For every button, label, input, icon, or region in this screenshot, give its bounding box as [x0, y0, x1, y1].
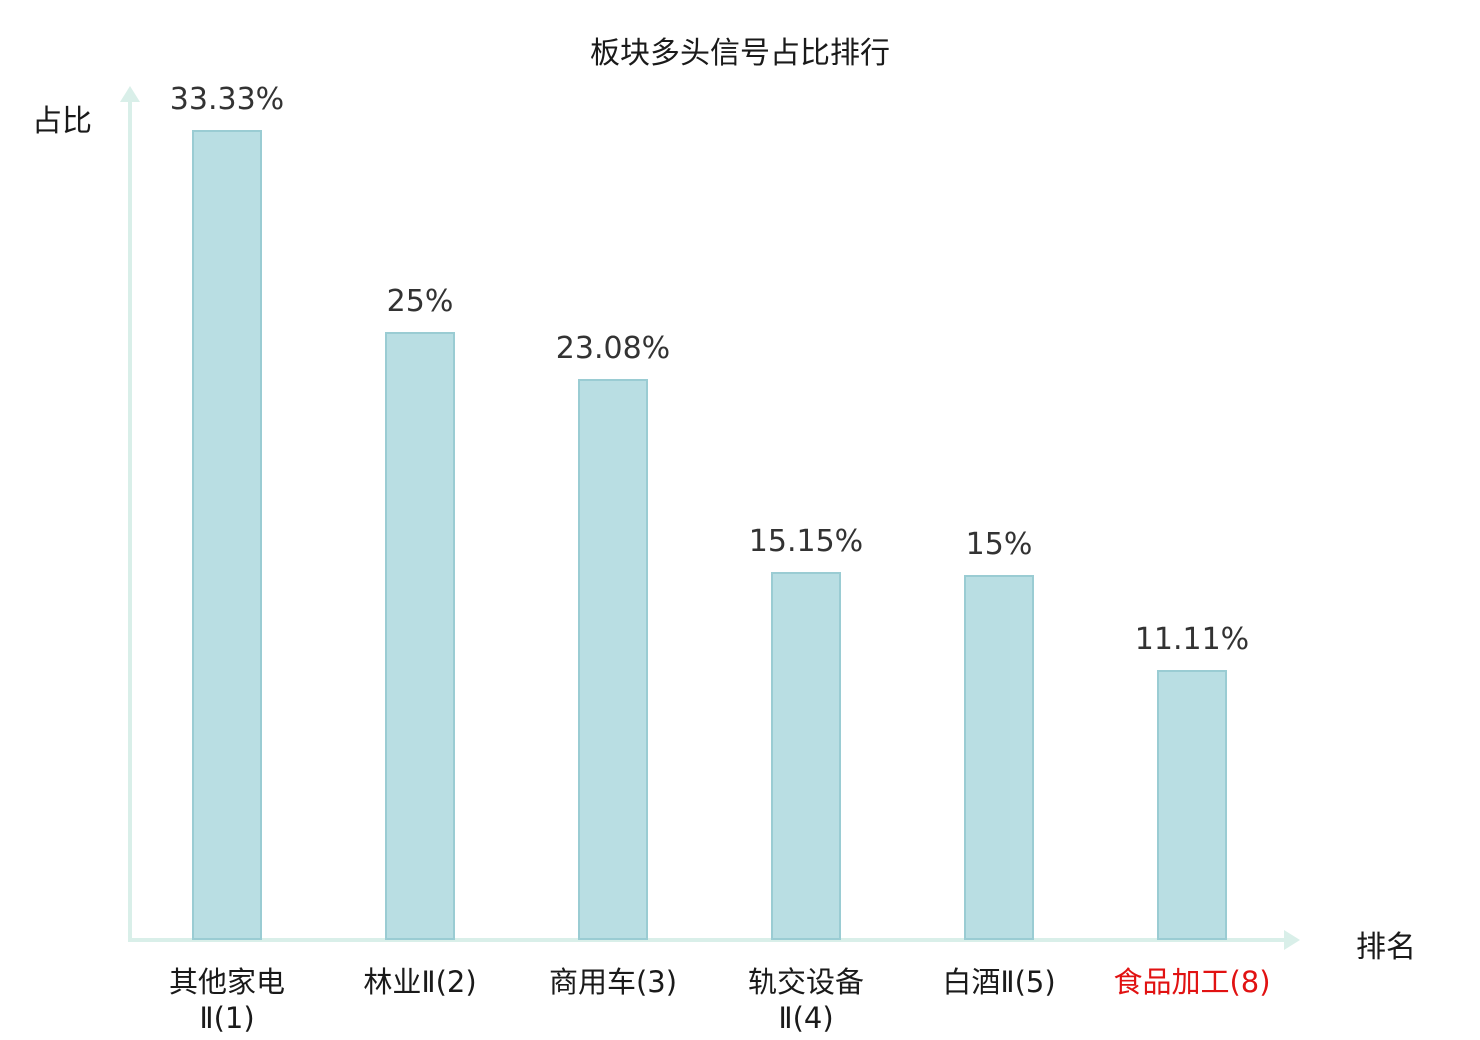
bar — [964, 575, 1034, 940]
bar — [192, 130, 262, 940]
bar-category-label: 商用车(3) — [548, 965, 678, 999]
bar-value-label: 23.08% — [555, 331, 671, 366]
x-axis-line — [128, 938, 1286, 942]
y-axis-arrow-icon — [120, 86, 140, 102]
bar-category-label: 白酒Ⅱ(5) — [942, 965, 1056, 999]
bar-value-label: 15.15% — [748, 524, 864, 559]
x-axis-arrow-icon — [1284, 930, 1300, 950]
y-axis-line — [128, 100, 132, 942]
chart-title: 板块多头信号占比排行 — [590, 36, 890, 71]
bar — [1157, 670, 1227, 940]
bar-value-label: 15% — [965, 527, 1033, 562]
bar — [385, 332, 455, 940]
bar-value-label: 25% — [386, 284, 454, 319]
y-axis-label: 占比 — [32, 104, 92, 139]
bar-category-label: 其他家电 Ⅱ(1) — [168, 965, 285, 1036]
bar-value-label: 33.33% — [169, 82, 285, 117]
bar — [771, 572, 841, 940]
bar-value-label: 11.11% — [1134, 622, 1250, 657]
bar — [578, 379, 648, 940]
x-axis-label: 排名 — [1356, 930, 1416, 965]
bar-category-label: 食品加工(8) — [1113, 965, 1271, 999]
bar-category-label: 轨交设备 Ⅱ(4) — [747, 965, 864, 1036]
bar-category-label: 林业Ⅱ(2) — [363, 965, 477, 999]
